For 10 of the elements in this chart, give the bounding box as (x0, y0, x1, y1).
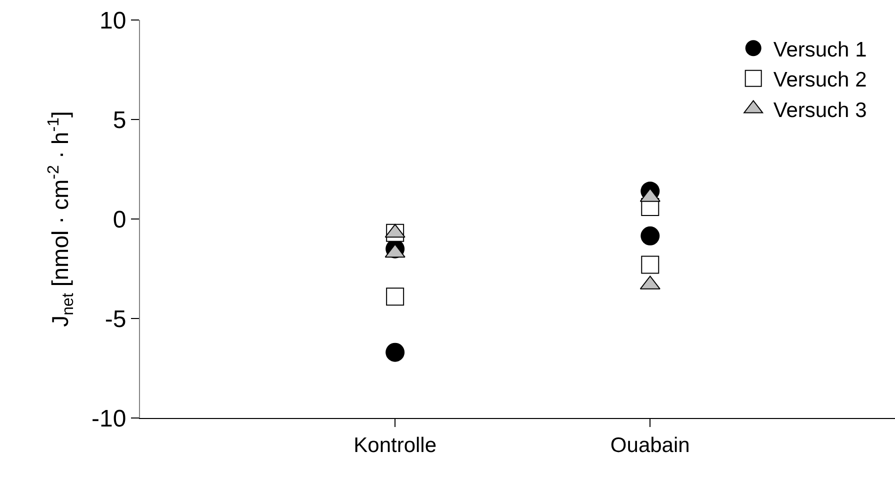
y-tick-label: -10 (92, 405, 126, 432)
y-tick-label: -5 (104, 306, 126, 333)
y-tick-label: 0 (112, 206, 126, 234)
legend-label: Versuch 1 (773, 38, 867, 62)
legend-label: Versuch 2 (773, 68, 867, 92)
x-tick-label: Kontrolle (354, 434, 437, 458)
y-tick-label: 5 (112, 106, 126, 134)
legend-label: Versuch 3 (773, 98, 867, 122)
x-tick-label: Ouabain (610, 434, 690, 458)
y-tick-label: 10 (99, 7, 126, 34)
